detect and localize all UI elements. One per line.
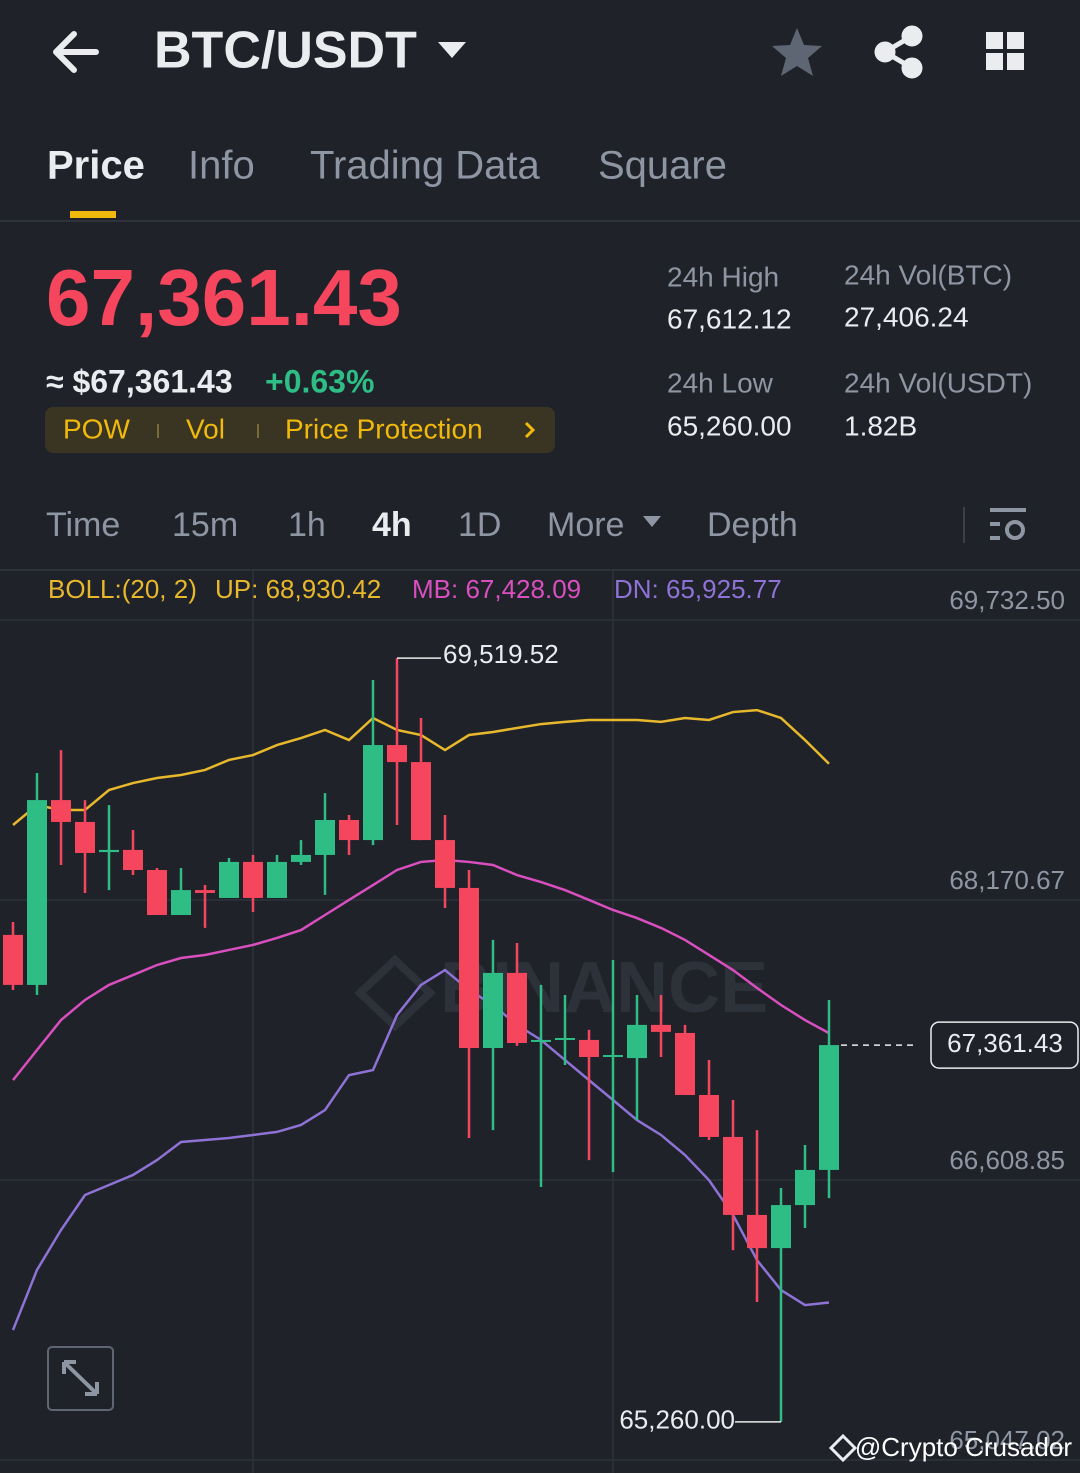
stat-value: 27,406.24 bbox=[844, 301, 969, 332]
tag[interactable]: POW bbox=[63, 413, 130, 444]
last-price-box bbox=[930, 1021, 1079, 1069]
candle-body bbox=[267, 861, 287, 898]
candle-body bbox=[243, 861, 263, 898]
legend-entry: DN: 65,925.77 bbox=[614, 574, 782, 604]
candle-body bbox=[699, 1094, 719, 1137]
indicator-label: BOLL:(20, 2) bbox=[48, 574, 197, 604]
pair-dropdown[interactable] bbox=[438, 42, 466, 58]
candle-body bbox=[147, 870, 167, 916]
favorite-icon[interactable] bbox=[772, 28, 822, 76]
stat-label: 24h Vol(BTC) bbox=[844, 259, 1012, 290]
candle-body bbox=[387, 745, 407, 763]
candle-body bbox=[123, 849, 143, 871]
y-tick-label: 66,608.85 bbox=[949, 1145, 1065, 1175]
interval[interactable]: Time bbox=[46, 506, 120, 544]
candle-body bbox=[363, 745, 383, 841]
y-tick-label: 68,170.67 bbox=[949, 865, 1065, 895]
active-tab-indicator bbox=[70, 211, 116, 218]
interval[interactable]: More bbox=[547, 506, 624, 544]
candle-body bbox=[3, 934, 23, 985]
fiat-price: ≈ $67,361.43 bbox=[46, 363, 233, 399]
candle-body bbox=[27, 800, 47, 985]
interval[interactable]: 1D bbox=[458, 506, 501, 544]
candle-body bbox=[435, 840, 455, 888]
candle-body bbox=[771, 1205, 791, 1249]
candle-body bbox=[627, 1024, 647, 1059]
candle-body bbox=[603, 1055, 623, 1058]
candle-body bbox=[675, 1032, 695, 1095]
tab[interactable]: Trading Data bbox=[310, 144, 541, 188]
interval[interactable]: 15m bbox=[172, 506, 238, 544]
candle-body bbox=[171, 890, 191, 916]
interval[interactable]: 4h bbox=[372, 506, 412, 544]
back-button[interactable] bbox=[53, 31, 99, 73]
candle-body bbox=[651, 1024, 671, 1032]
interval[interactable]: 1h bbox=[288, 506, 326, 544]
high-marker-label: 69,519.52 bbox=[443, 639, 559, 669]
credit-logo bbox=[828, 1433, 858, 1463]
candle-body bbox=[99, 849, 119, 853]
interval[interactable]: Depth bbox=[707, 506, 798, 544]
stat-label: 24h Vol(USDT) bbox=[844, 367, 1032, 398]
candle-body bbox=[531, 1039, 551, 1042]
y-tick-label: 69,732.50 bbox=[949, 585, 1065, 615]
candle-body bbox=[483, 972, 503, 1049]
stat-label: 24h Low bbox=[667, 367, 774, 398]
candle-body bbox=[315, 819, 335, 855]
stat-value: 67,612.12 bbox=[667, 303, 792, 334]
candle-body bbox=[747, 1214, 767, 1249]
candle-body bbox=[795, 1169, 815, 1206]
tag-arrow bbox=[524, 421, 536, 439]
tab[interactable]: Price bbox=[47, 144, 145, 188]
tab[interactable]: Square bbox=[598, 144, 727, 188]
candle-body bbox=[51, 800, 71, 822]
candle-body bbox=[291, 854, 311, 862]
candle-body bbox=[819, 1045, 839, 1170]
stat-value: 65,260.00 bbox=[667, 410, 792, 441]
last-price: 67,361.43 bbox=[46, 253, 402, 342]
boll-line bbox=[12, 858, 830, 1081]
more-dropdown[interactable] bbox=[643, 516, 661, 527]
candle-body bbox=[195, 890, 215, 893]
legend-entry: MB: 67,428.09 bbox=[412, 574, 581, 604]
legend-entry: UP: 68,930.42 bbox=[215, 574, 381, 604]
tag-bar[interactable] bbox=[45, 407, 555, 453]
boll-line bbox=[11, 968, 830, 1331]
low-marker-label: 65,260.00 bbox=[619, 1405, 735, 1435]
chart-settings-icon[interactable] bbox=[990, 508, 1026, 540]
candle-body bbox=[339, 819, 359, 841]
layout-icon[interactable] bbox=[986, 32, 1024, 70]
candle-body bbox=[411, 762, 431, 841]
pair-title[interactable]: BTC/USDT bbox=[154, 22, 417, 80]
watermark-logo bbox=[354, 954, 436, 1032]
candle-body bbox=[219, 861, 239, 898]
candle-body bbox=[75, 821, 95, 853]
candle-body bbox=[579, 1039, 599, 1057]
stat-label: 24h High bbox=[667, 261, 779, 292]
credit: @Crypto Crusador bbox=[855, 1432, 1072, 1462]
tag[interactable]: Price Protection bbox=[285, 413, 483, 444]
candle-body bbox=[459, 887, 479, 1049]
y-tick-label: 65,047.02 bbox=[949, 1425, 1065, 1455]
candle-body bbox=[507, 972, 527, 1044]
price-change: +0.63% bbox=[265, 363, 374, 399]
last-price-label: 67,361.43 bbox=[947, 1028, 1063, 1058]
share-icon[interactable] bbox=[874, 25, 923, 79]
candle-body bbox=[723, 1136, 743, 1215]
stat-value: 1.82B bbox=[844, 410, 917, 441]
candle-body bbox=[555, 1037, 575, 1040]
tab[interactable]: Info bbox=[188, 144, 255, 188]
fullscreen-button[interactable] bbox=[47, 1346, 114, 1411]
tag[interactable]: Vol bbox=[186, 413, 225, 444]
